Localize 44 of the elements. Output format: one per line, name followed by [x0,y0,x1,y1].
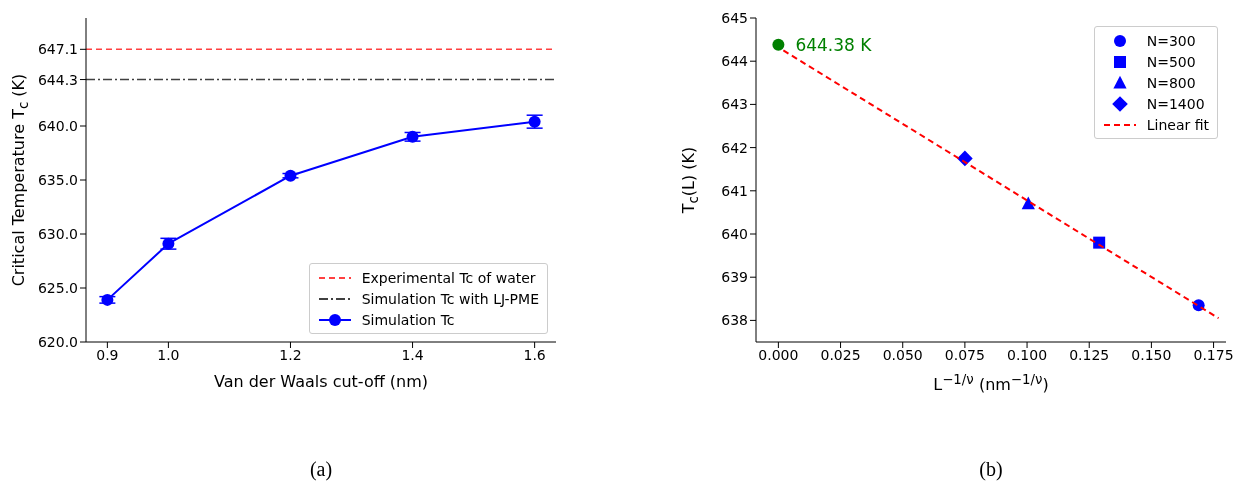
legend-label: N=800 [1146,74,1196,91]
legend-label: Simulation Tc with LJ-PME [361,290,539,307]
legend-label: N=1400 [1146,95,1205,112]
y-tick-label: 640 [721,225,748,242]
x-tick-label: 1.6 [523,346,546,363]
x-tick-label: 0.175 [1193,346,1234,363]
x-tick-label: 1.2 [279,346,302,363]
y-tick-label: 630.0 [37,225,78,242]
text: (a) [308,458,334,481]
y-tick-label: 645 [721,9,748,26]
legend-label: Simulation Tc [361,311,455,328]
x-tick-label: 0.9 [96,346,119,363]
x-tick-label: 1.0 [157,346,180,363]
point [772,38,785,51]
y-tick-label: 642 [721,139,748,156]
text: (b) [978,458,1004,481]
x-tick-label: 0.150 [1131,346,1172,363]
y-tick-label: 643 [721,96,748,113]
y-tick-label: 640.0 [37,117,78,134]
y-tick-label: 647.1 [37,41,78,58]
legend-label: Linear fit [1146,116,1209,133]
y-tick-label: 644 [721,53,749,70]
legend-label: Experimental Tc of water [361,269,536,286]
annotation: 644.38 K [795,34,873,55]
y-tick-label: 625.0 [37,279,78,296]
x-tick-label: 0.125 [1069,346,1110,363]
y-tick-label: 620.0 [37,333,78,350]
x-axis-title: L$^{−1/ν}$ (nm$^{−1/ν}$) [932,372,1050,395]
x-axis-title: Van der Waals cut-off (nm) [212,372,430,391]
y-tick-label: 639 [721,269,748,286]
legend-label: N=300 [1146,32,1196,49]
y-tick-label: 641 [721,182,748,199]
y-tick-label: 635.0 [37,171,78,188]
x-tick-label: 1.4 [401,346,424,363]
y-tick-label: 644.3 [37,71,78,88]
y-tick-label: 638 [721,312,748,329]
point [101,293,114,306]
x-tick-label: 0.025 [820,346,861,363]
x-tick-label: 0.000 [758,346,799,363]
x-tick-label: 0.075 [944,346,985,363]
x-tick-label: 0.100 [1007,346,1048,363]
point [1021,196,1035,210]
x-tick-label: 0.050 [882,346,923,363]
legend-label: N=500 [1146,53,1196,70]
